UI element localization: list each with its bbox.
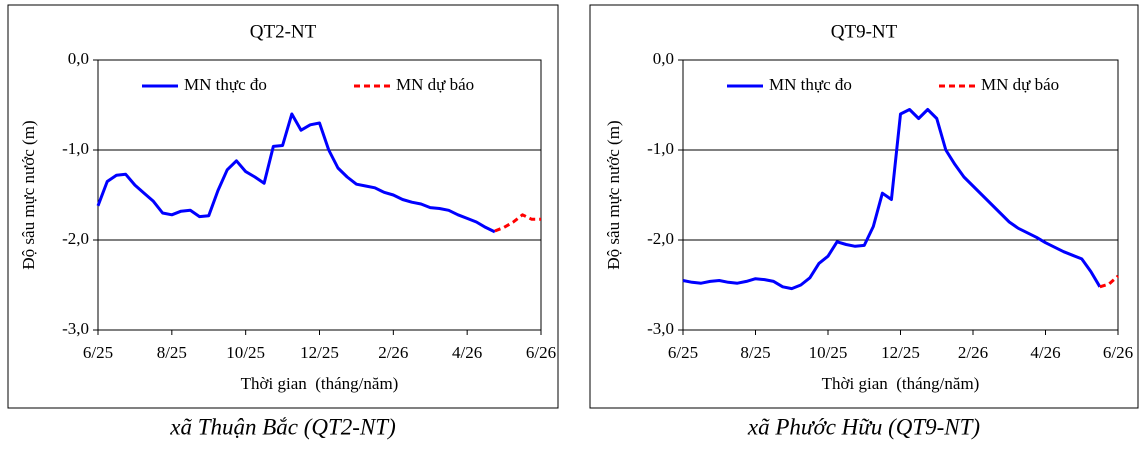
y-tick-label: 0,0 [653, 49, 674, 68]
series-line [96, 112, 496, 234]
y-tick-label: -1,0 [647, 139, 674, 158]
x-tick-label: 6/26 [526, 343, 556, 362]
legend-label: MN dự báo [981, 75, 1059, 94]
x-axis-label: Thời gian (tháng/năm) [241, 374, 399, 393]
legend-label: MN dự báo [396, 75, 474, 94]
x-tick-label: 6/25 [668, 343, 698, 362]
y-axis-label: Độ sâu mực nước (m) [604, 120, 623, 269]
legend-label: MN thực đo [769, 75, 852, 94]
x-tick-label: 2/26 [378, 343, 408, 362]
y-tick-label: -2,0 [647, 229, 674, 248]
y-tick-label: -3,0 [62, 319, 89, 338]
y-tick-label: -2,0 [62, 229, 89, 248]
series-line [682, 108, 1102, 291]
x-tick-label: 4/26 [452, 343, 482, 362]
x-tick-label: 8/25 [740, 343, 770, 362]
plot-frame [97, 59, 542, 331]
x-tick-label: 10/25 [226, 343, 265, 362]
panel-frame [7, 4, 559, 409]
y-tick-label: -1,0 [62, 139, 89, 158]
series-line [494, 213, 541, 233]
legend-label: MN thực đo [184, 75, 267, 94]
x-tick-label: 8/25 [157, 343, 187, 362]
y-axis-label: Độ sâu mực nước (m) [19, 120, 38, 269]
y-tick-label: -3,0 [647, 319, 674, 338]
panel-frame [589, 4, 1139, 409]
x-tick-label: 12/25 [300, 343, 339, 362]
caption: xã Thuận Bắc (QT2-NT) [169, 414, 396, 439]
chart-title: QT2-NT [250, 21, 317, 42]
x-tick-label: 12/25 [881, 343, 920, 362]
x-tick-label: 4/26 [1030, 343, 1060, 362]
chart-title: QT9-NT [831, 21, 898, 42]
x-tick-label: 10/25 [809, 343, 848, 362]
x-tick-label: 2/26 [958, 343, 988, 362]
x-tick-label: 6/26 [1103, 343, 1133, 362]
series-line [1099, 274, 1119, 289]
x-axis-label: Thời gian (tháng/năm) [822, 374, 980, 393]
x-tick-label: 6/25 [83, 343, 113, 362]
y-tick-label: 0,0 [68, 49, 89, 68]
caption: xã Phước Hữu (QT9-NT) [747, 414, 980, 439]
plot-frame [682, 59, 1119, 331]
